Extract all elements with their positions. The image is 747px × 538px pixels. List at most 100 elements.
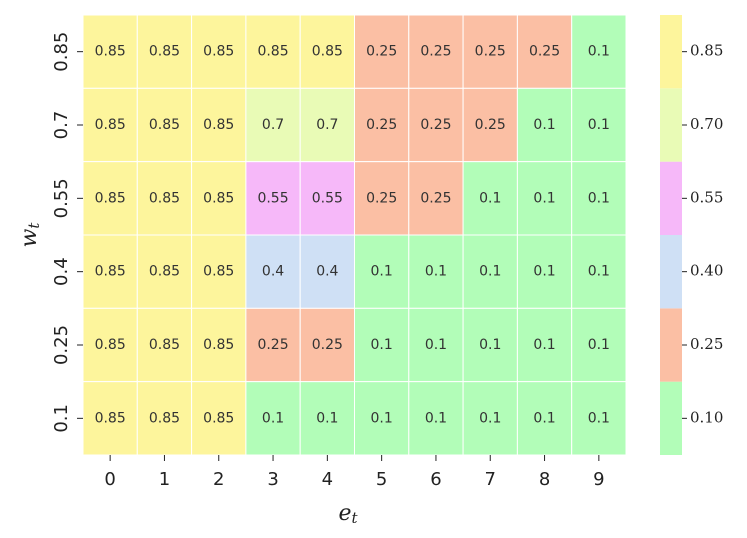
cell-label: 0.1 (479, 410, 501, 426)
y-tick-label: 0.4 (51, 257, 72, 286)
colorbar-band (660, 161, 682, 235)
cell-label: 0.1 (371, 337, 393, 353)
colorbar-tick-label: 0.25 (690, 335, 723, 353)
colorbar-band (660, 235, 682, 309)
cell-label: 0.1 (425, 264, 447, 280)
heatmap-cell (516, 234, 573, 309)
heatmap-cell (408, 307, 464, 383)
heatmap-cell (245, 87, 301, 163)
heatmap-cell (408, 161, 464, 236)
cell-label: 0.25 (529, 44, 560, 60)
cell-label: 0.1 (316, 410, 338, 426)
cell-label: 0.25 (257, 337, 288, 353)
cell-label: 0.85 (95, 264, 126, 280)
cell-label: 0.85 (203, 264, 234, 280)
x-tick-label: 5 (376, 469, 387, 490)
cell-label: 0.85 (149, 264, 180, 280)
cell-label: 0.85 (203, 190, 234, 206)
cell-label: 0.25 (475, 117, 506, 133)
colorbar-band (660, 308, 682, 382)
cell-label: 0.25 (312, 337, 343, 353)
cell-label: 0.1 (533, 337, 555, 353)
heatmap-cell (354, 14, 410, 89)
colorbar-band (660, 381, 682, 455)
cell-label: 0.1 (588, 117, 610, 133)
cell-label: 0.1 (262, 410, 284, 426)
cell-label: 0.25 (420, 117, 451, 133)
colorbar-tick-label: 0.85 (690, 42, 723, 60)
cell-label: 0.25 (420, 44, 451, 60)
x-tick-label: 6 (430, 469, 441, 490)
cell-label: 0.1 (533, 410, 555, 426)
cell-label: 0.25 (366, 190, 397, 206)
heatmap-cell (516, 307, 573, 383)
cell-label: 0.1 (371, 264, 393, 280)
heatmap-cell (408, 87, 464, 163)
cell-label: 0.85 (95, 44, 126, 60)
heatmap-cell (191, 381, 247, 456)
cell-label: 0.55 (257, 190, 288, 206)
heatmap-cell (516, 161, 573, 236)
heatmap-cell (299, 161, 356, 236)
cell-label: 0.1 (479, 190, 501, 206)
heatmap-cell (82, 234, 138, 309)
heatmap-cell (354, 234, 410, 309)
heatmap-cell (136, 307, 193, 383)
x-tick-label: 4 (322, 469, 333, 490)
heatmap-cell (136, 161, 193, 236)
heatmap-cell (516, 381, 573, 456)
cell-label: 0.85 (203, 410, 234, 426)
heatmap-cell (245, 381, 301, 456)
x-tick-label: 0 (104, 469, 115, 490)
cell-label: 0.25 (366, 44, 397, 60)
colorbar-tick-label: 0.10 (690, 408, 723, 426)
heatmap-cell (82, 14, 138, 89)
heatmap-cell (245, 14, 301, 89)
y-tick-label: 0.85 (51, 32, 72, 72)
y-tick-label: 0.1 (51, 404, 72, 433)
cell-label: 0.85 (95, 117, 126, 133)
cell-label: 0.85 (203, 117, 234, 133)
heatmap-cell (462, 307, 518, 383)
x-tick-label: 9 (593, 469, 604, 490)
colorbar-band (660, 88, 682, 162)
heatmap-cell (462, 161, 518, 236)
cell-label: 0.7 (316, 117, 338, 133)
cell-label: 0.85 (95, 190, 126, 206)
heatmap-cell (571, 14, 627, 89)
cell-label: 0.1 (479, 337, 501, 353)
x-axis-label-base: e (338, 501, 351, 526)
colorbar-band (660, 15, 682, 89)
cell-label: 0.85 (149, 117, 180, 133)
cell-label: 0.85 (95, 410, 126, 426)
heatmap-cell (136, 14, 193, 89)
cell-label: 0.25 (475, 44, 506, 60)
colorbar-tick-label: 0.55 (690, 188, 723, 206)
heatmap-cell (571, 234, 627, 309)
heatmap-cell (191, 161, 247, 236)
y-axis-label-sub: t (25, 222, 43, 229)
heatmap-cell (516, 87, 573, 163)
cell-label: 0.1 (533, 264, 555, 280)
x-axis-label: et (338, 501, 358, 527)
heatmap-cell (136, 87, 193, 163)
cell-label: 0.25 (420, 190, 451, 206)
heatmap-cell (354, 87, 410, 163)
cell-label: 0.85 (257, 44, 288, 60)
cell-label: 0.85 (203, 44, 234, 60)
x-axis-label-sub: t (352, 509, 359, 527)
heatmap-cell (191, 307, 247, 383)
y-tick-label: 0.25 (51, 325, 72, 365)
x-tick-label: 8 (539, 469, 550, 490)
cell-label: 0.85 (149, 337, 180, 353)
heatmap-cell (462, 87, 518, 163)
cell-label: 0.1 (588, 190, 610, 206)
cell-label: 0.85 (149, 410, 180, 426)
colorbar-tick-label: 0.40 (690, 262, 723, 280)
heatmap-cell (571, 161, 627, 236)
cell-label: 0.1 (533, 190, 555, 206)
cell-label: 0.25 (366, 117, 397, 133)
cell-label: 0.1 (588, 44, 610, 60)
heatmap-cell (571, 307, 627, 383)
x-tick-label: 3 (267, 469, 278, 490)
